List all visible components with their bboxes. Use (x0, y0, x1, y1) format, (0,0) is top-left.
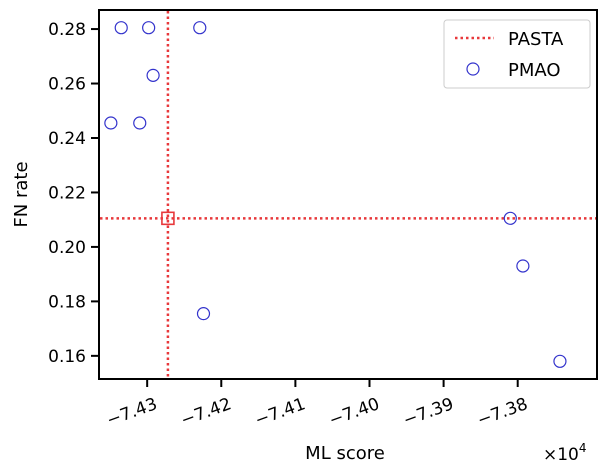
pmao-point (104, 116, 118, 130)
x-tick-label: −7.40 (326, 394, 382, 431)
legend: PASTA PMAO (443, 19, 591, 89)
pmao-point (553, 354, 567, 368)
x-tick-label: −7.38 (475, 394, 531, 431)
y-tick-label: 0.22 (48, 183, 86, 203)
pmao-point (196, 307, 211, 321)
pmao-point (142, 21, 156, 35)
x-axis-label: ML score (305, 443, 385, 464)
x-tick-label: −7.41 (252, 394, 308, 431)
pmao-point (503, 211, 517, 225)
legend-pasta-label: PASTA (508, 29, 564, 50)
x-offset-exponent: 4 (579, 441, 587, 455)
y-tick-label: 0.24 (48, 129, 86, 149)
x-tick-label: −7.42 (178, 394, 234, 431)
y-tick-label: 0.20 (48, 238, 86, 258)
legend-pmao-swatch (466, 62, 480, 76)
pmao-point (133, 116, 147, 130)
x-tick-label: −7.43 (104, 394, 160, 431)
x-offset-base: ×10 (543, 445, 579, 465)
pmao-point (193, 21, 207, 35)
legend-pmao-label: PMAO (508, 60, 561, 81)
pmao-point (516, 259, 530, 273)
y-axis-label: FN rate (11, 161, 32, 227)
pasta-marker (161, 211, 175, 226)
y-tick-label: 0.26 (48, 75, 86, 95)
y-tick-label: 0.28 (48, 20, 86, 40)
pmao-point (114, 21, 128, 35)
x-tick-label: −7.39 (401, 394, 457, 431)
plot-frame (98, 9, 598, 380)
y-tick-label: 0.18 (48, 292, 86, 312)
x-axis-offset: ×104 (543, 441, 587, 465)
pmao-point (146, 68, 160, 82)
pasta-reference (100, 11, 596, 378)
pmao-points (104, 21, 567, 368)
y-tick-label: 0.16 (48, 347, 86, 367)
legend-box (443, 19, 591, 89)
